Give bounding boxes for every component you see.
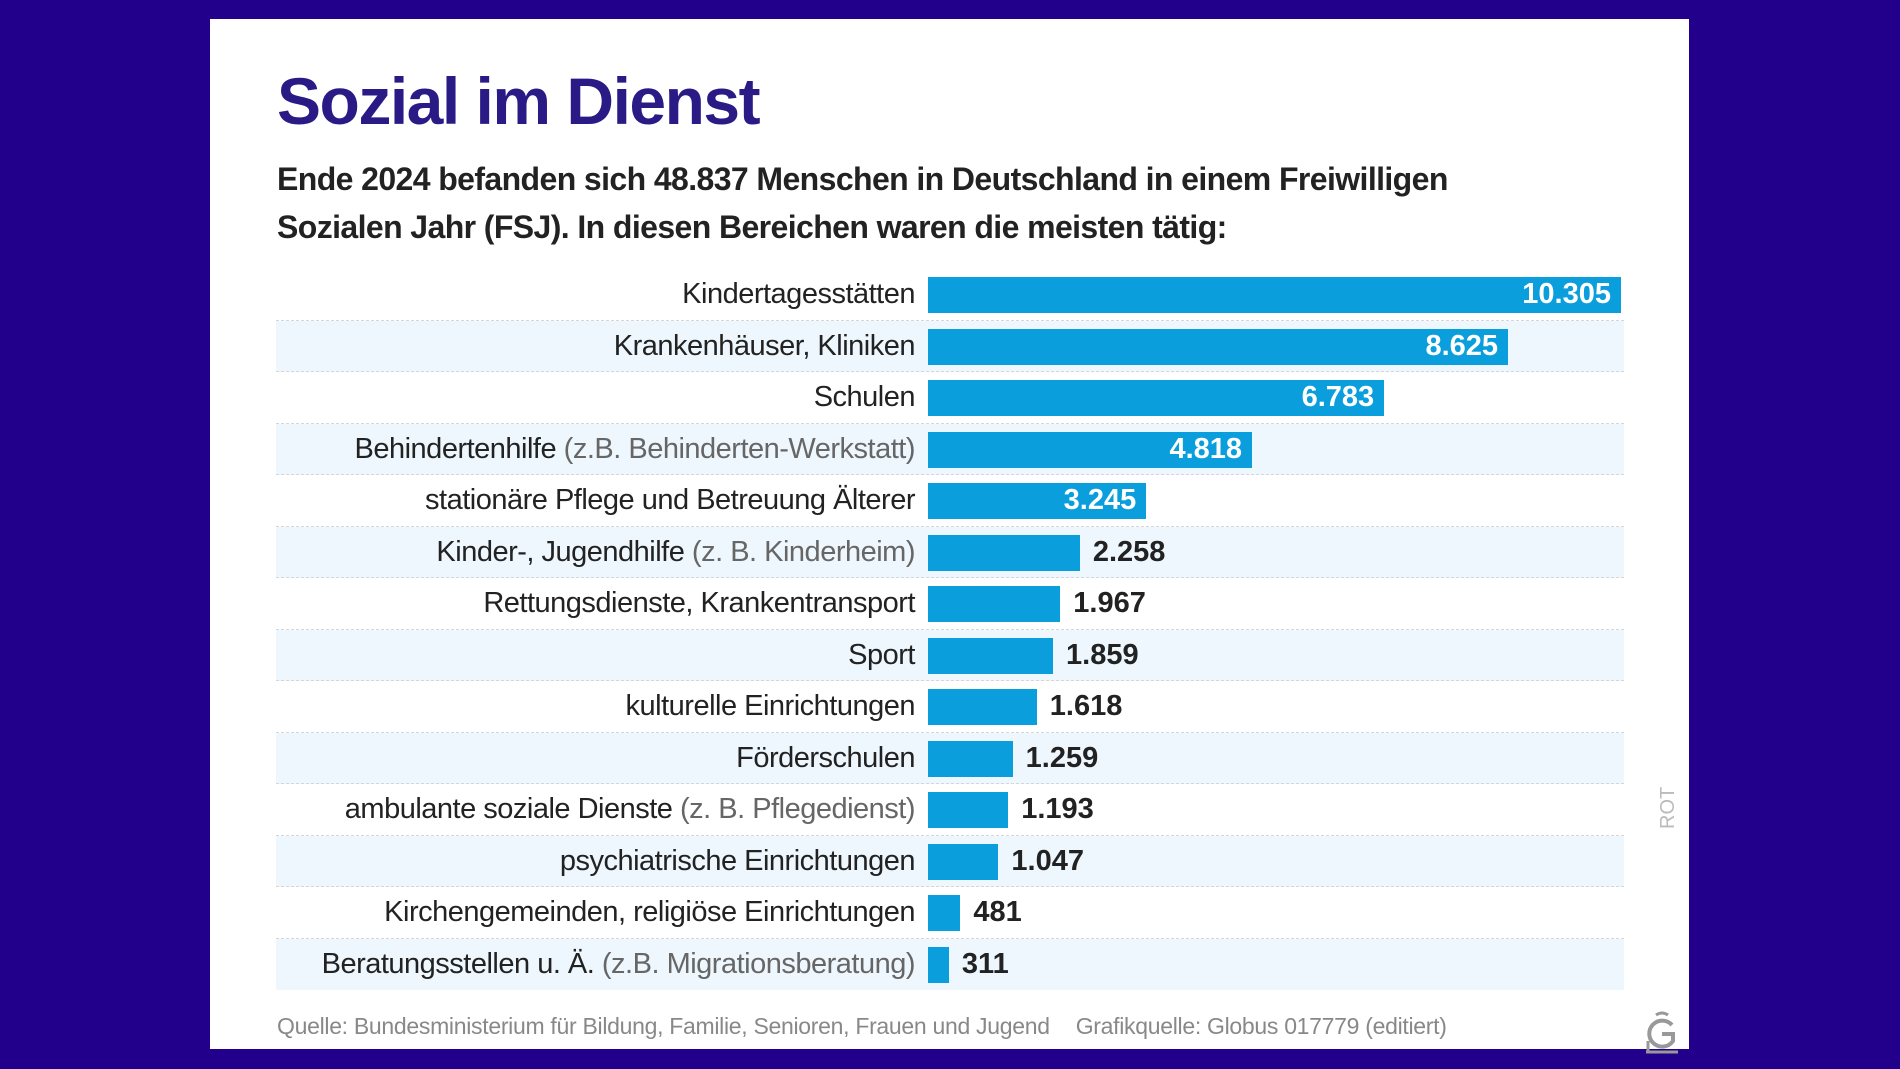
bar-row: Behindertenhilfe (z.B. Behinderten-Werks… <box>276 423 1624 476</box>
bar-row: Krankenhäuser, Kliniken 8.625 <box>276 320 1624 373</box>
category-label: Rettungsdienste, Krankentransport <box>483 578 915 630</box>
bar-row: Sport 1.859 <box>276 629 1624 682</box>
category-name: Kinder-, Jugendhilfe <box>436 535 685 568</box>
bar <box>928 740 1013 777</box>
value-label: 1.618 <box>1049 690 1123 722</box>
category-label: Schulen <box>813 372 916 424</box>
bar-row: Rettungsdienste, Krankentransport 1.967 <box>276 578 1624 630</box>
bar <box>928 946 949 983</box>
value-label: 10.305 <box>1522 278 1611 310</box>
side-credit: ROT <box>1657 786 1679 829</box>
category-label: Krankenhäuser, Kliniken <box>613 321 916 373</box>
category-label: Kindertagesstätten <box>682 269 915 321</box>
footer: Quelle: Bundesministerium für Bildung, F… <box>277 1013 1447 1040</box>
value-label: 1.193 <box>1021 793 1094 825</box>
bar <box>928 637 1054 674</box>
value-label: 1.967 <box>1073 587 1146 619</box>
bar-row: Kirchengemeinden, religiöse Einrichtunge… <box>276 887 1624 939</box>
bar <box>928 895 961 931</box>
category-note: (z. B. Pflegedienst) <box>672 793 916 825</box>
graphic-source-note: Grafikquelle: Globus 017779 (editiert) <box>1075 1013 1447 1039</box>
value-label: 1.047 <box>1011 844 1084 877</box>
bar-row: Förderschulen 1.259 <box>276 732 1624 785</box>
category-label: Kinder-, Jugendhilfe (z. B. Kinderheim) <box>436 527 915 579</box>
bar-row: ambulante soziale Dienste (z. B. Pfleged… <box>276 784 1624 836</box>
category-label: Sport <box>848 630 915 682</box>
category-name: ambulante soziale Dienste <box>344 793 673 825</box>
category-note: (z.B. Migrationsberatung) <box>594 947 916 980</box>
category-label: kulturelle Einrichtungen <box>625 681 916 733</box>
value-label: 311 <box>961 947 1009 980</box>
bar <box>928 483 1147 519</box>
category-name: Schulen <box>813 381 916 413</box>
category-name: Rettungsdienste, Krankentransport <box>483 587 915 619</box>
bar-row: Kinder-, Jugendhilfe (z. B. Kinderheim) 2… <box>276 526 1624 579</box>
globus-logo-icon <box>1646 1011 1678 1054</box>
bar <box>928 792 1009 828</box>
bar <box>928 843 999 880</box>
bar-row: kulturelle Einrichtungen 1.618 <box>276 681 1624 733</box>
source-note: Quelle: Bundesministerium für Bildung, F… <box>277 1013 1050 1039</box>
category-name: Beratungsstellen u. Ä. <box>321 947 595 980</box>
category-name: Förderschulen <box>736 741 915 774</box>
bar-chart: Kindertagesstätten 10.305 Krankenhäuser, K… <box>276 269 1624 990</box>
category-name: Behindertenhilfe <box>354 432 557 465</box>
value-label: 2.258 <box>1092 535 1166 568</box>
chart-title: Sozial im Dienst <box>277 64 761 138</box>
bar <box>928 689 1037 725</box>
bar-row: Kindertagesstätten 10.305 <box>276 269 1624 321</box>
bar <box>928 431 1252 468</box>
bar <box>928 586 1061 622</box>
bar-row: stationäre Pflege und Betreuung Älterer 3… <box>276 475 1624 527</box>
category-name: psychiatrische Einrichtungen <box>559 844 916 877</box>
category-name: Kirchengemeinden, religiöse Einrichtunge… <box>384 896 915 928</box>
bar <box>928 328 1509 365</box>
chart-subtitle: Ende 2024 befanden sich 48.837 Menschen … <box>277 161 1448 245</box>
value-label: 8.625 <box>1425 329 1499 362</box>
bar-row: Schulen 6.783 <box>276 372 1624 424</box>
category-label: Förderschulen <box>736 733 915 785</box>
value-label: 3.245 <box>1063 484 1137 516</box>
category-name: Sport <box>848 638 915 671</box>
category-label: Behindertenhilfe (z.B. Behinderten-Werks… <box>354 424 916 476</box>
value-label: 6.783 <box>1301 381 1375 413</box>
bar-row: Beratungsstellen u. Ä. (z.B. Migrationsb… <box>276 938 1624 991</box>
category-label: ambulante soziale Dienste (z. B. Pfleged… <box>344 784 916 836</box>
category-note: (z.B. Behinderten-Werkstatt) <box>556 432 916 465</box>
category-name: stationäre Pflege und Betreuung Älterer <box>425 484 915 516</box>
chart-card: Sozial im Dienst Ende 2024 befanden sich… <box>210 19 1689 1054</box>
bar <box>928 277 1621 313</box>
category-name: kulturelle Einrichtungen <box>625 690 916 722</box>
category-label: Kirchengemeinden, religiöse Einrichtunge… <box>384 887 915 939</box>
category-label: stationäre Pflege und Betreuung Älterer <box>425 475 915 527</box>
value-label: 1.259 <box>1025 741 1099 774</box>
category-label: psychiatrische Einrichtungen <box>559 836 916 888</box>
value-label: 4.818 <box>1169 432 1243 465</box>
value-label: 481 <box>973 896 1022 928</box>
category-name: Krankenhäuser, Kliniken <box>613 329 916 362</box>
bar-row: psychiatrische Einrichtungen 1.047 <box>276 835 1624 888</box>
bar <box>928 380 1385 416</box>
category-note: (z. B. Kinderheim) <box>684 535 916 568</box>
category-name: Kindertagesstätten <box>682 278 915 310</box>
category-label: Beratungsstellen u. Ä. (z.B. Migrationsb… <box>321 939 916 991</box>
bar <box>928 534 1080 571</box>
value-label: 1.859 <box>1066 638 1139 671</box>
